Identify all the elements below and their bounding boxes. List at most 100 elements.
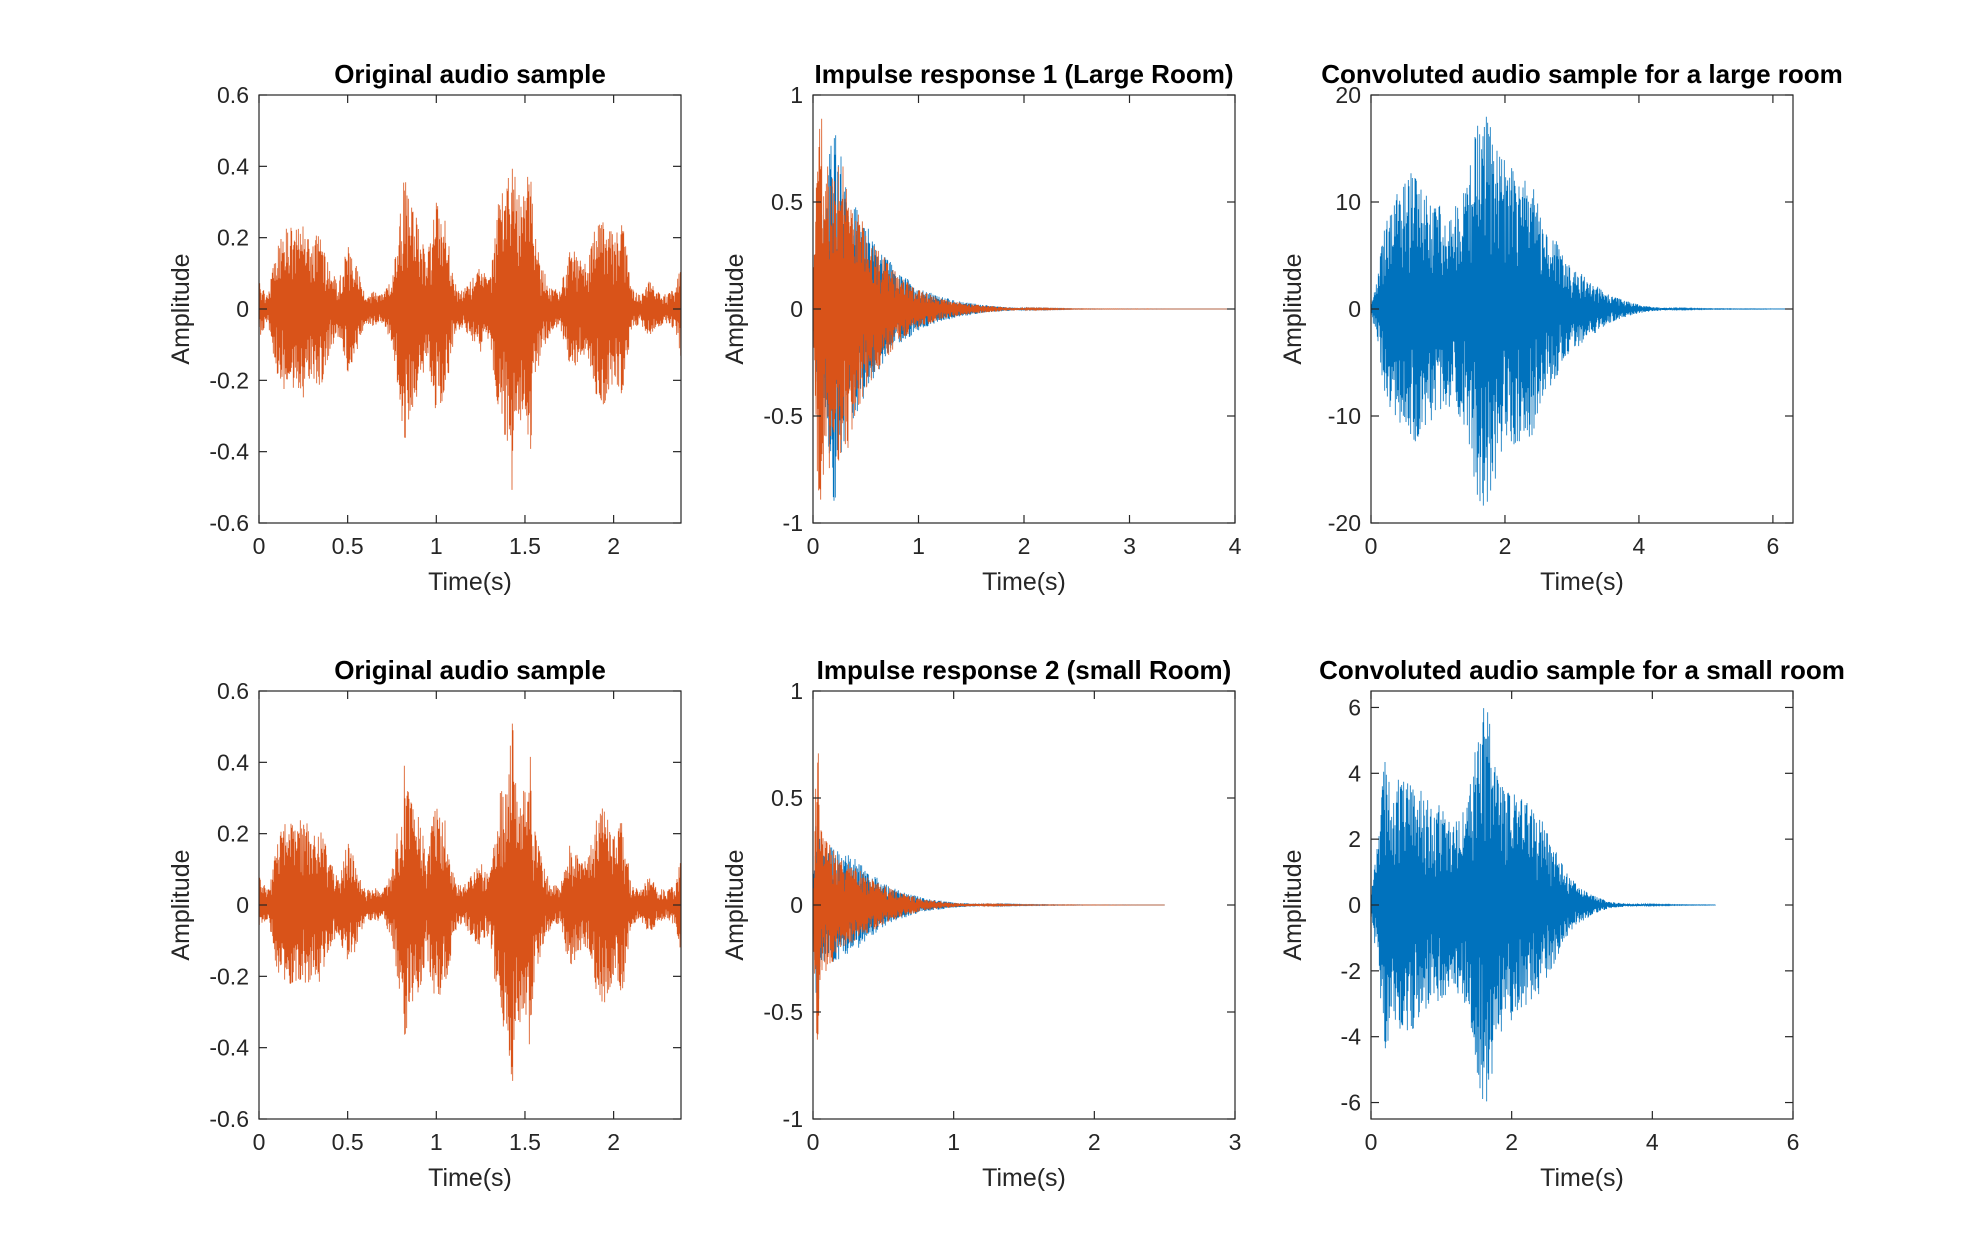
y-tick-label: -6 <box>1341 1090 1361 1116</box>
y-tick-label: 0 <box>790 892 803 918</box>
chart-title: Convoluted audio sample for a large room <box>1321 59 1843 89</box>
y-tick-label: 0.2 <box>217 225 249 251</box>
x-tick-label: 3 <box>1123 533 1136 559</box>
x-tick-label: 0 <box>253 1129 266 1155</box>
chart-title: Impulse response 2 (small Room) <box>817 655 1232 685</box>
plot-area <box>813 753 1165 1040</box>
y-tick-label: 1 <box>790 678 803 704</box>
y-tick-label: 2 <box>1348 826 1361 852</box>
y-tick-label: 0.4 <box>217 749 249 775</box>
y-tick-label: -0.2 <box>209 367 249 393</box>
subplot-1: 0 0.5 1 1.5 2 -0.6 -0.4 -0.2 0 0.2 0.4 0.6 Original … <box>167 59 682 596</box>
y-tick-label: -4 <box>1341 1024 1362 1050</box>
y-tick-label: 0.6 <box>217 678 249 704</box>
x-tick-label: 2 <box>1499 533 1512 559</box>
x-tick-label: 0.5 <box>332 1129 364 1155</box>
x-tick-label: 6 <box>1767 533 1780 559</box>
series-1-waveform <box>259 723 681 1081</box>
y-tick-label: -2 <box>1341 958 1361 984</box>
x-tick-label: 6 <box>1787 1129 1800 1155</box>
y-tick-label: -1 <box>783 510 803 536</box>
series-1-waveform <box>259 168 681 490</box>
y-tick-label: 0 <box>1348 892 1361 918</box>
x-tick-label: 2 <box>1018 533 1031 559</box>
x-axis-label: Time(s) <box>982 1164 1066 1192</box>
x-tick-label: 1 <box>430 1129 443 1155</box>
subplot-5: 0 1 2 3 -1 -0.5 0 0.5 1 Impulse response 2 (small… <box>721 655 1241 1192</box>
chart-title: Original audio sample <box>334 59 606 89</box>
x-tick-label: 0 <box>807 533 820 559</box>
chart-title: Convoluted audio sample for a small room <box>1319 655 1845 685</box>
plot-area <box>259 723 681 1081</box>
x-tick-label: 0 <box>253 533 266 559</box>
series-2-waveform <box>813 118 1230 500</box>
y-tick-label: 0.5 <box>771 189 803 215</box>
series-1-waveform <box>1371 116 1793 506</box>
y-tick-label: 10 <box>1335 189 1361 215</box>
y-tick-label: -0.5 <box>763 403 803 429</box>
x-tick-label: 1 <box>430 533 443 559</box>
series-2-waveform <box>813 753 1165 1040</box>
x-axis-label: Time(s) <box>428 568 512 596</box>
plot-area <box>813 118 1230 501</box>
y-tick-label: -0.6 <box>209 510 249 536</box>
x-tick-label: 1 <box>947 1129 960 1155</box>
y-axis-label: Amplitude <box>721 253 749 364</box>
x-tick-label: 4 <box>1229 533 1242 559</box>
y-tick-label: 0.4 <box>217 153 249 179</box>
chart-title: Impulse response 1 (Large Room) <box>815 59 1234 89</box>
x-tick-label: 4 <box>1646 1129 1659 1155</box>
x-tick-label: 4 <box>1633 533 1646 559</box>
y-tick-label: -0.2 <box>209 963 249 989</box>
y-tick-label: -0.6 <box>209 1106 249 1132</box>
y-tick-label: -10 <box>1328 403 1361 429</box>
y-tick-label: 4 <box>1348 760 1361 786</box>
x-axis-label: Time(s) <box>982 568 1066 596</box>
y-tick-label: -0.5 <box>763 999 803 1025</box>
y-tick-label: -0.4 <box>209 1035 249 1061</box>
x-tick-label: 2 <box>607 533 620 559</box>
subplot-2: 0 1 2 3 4 -1 -0.5 0 0.5 1 Impulse response 1 (Larg… <box>721 59 1242 596</box>
x-axis-label: Time(s) <box>1540 568 1624 596</box>
x-tick-label: 2 <box>1088 1129 1101 1155</box>
subplot-6: 0 2 4 6 -6 -4 -2 0 2 4 6 Convoluted audio sample fo… <box>1279 655 1845 1192</box>
y-axis-label: Amplitude <box>1279 253 1307 364</box>
y-axis-label: Amplitude <box>167 253 195 364</box>
y-tick-label: 0.6 <box>217 82 249 108</box>
x-tick-label: 3 <box>1229 1129 1242 1155</box>
y-tick-label: -0.4 <box>209 439 249 465</box>
x-tick-label: 1 <box>912 533 925 559</box>
x-tick-label: 1.5 <box>509 533 541 559</box>
plot-area <box>259 168 681 490</box>
x-tick-label: 0 <box>1365 1129 1378 1155</box>
y-axis-label: Amplitude <box>167 849 195 960</box>
x-tick-label: 0 <box>1365 533 1378 559</box>
x-tick-label: 2 <box>1505 1129 1518 1155</box>
chart-title: Original audio sample <box>334 655 606 685</box>
y-tick-label: 1 <box>790 82 803 108</box>
plot-area <box>1371 708 1716 1102</box>
y-tick-label: -20 <box>1328 510 1361 536</box>
series-1-waveform <box>1371 708 1716 1102</box>
y-tick-label: 0 <box>236 296 249 322</box>
y-tick-label: 0 <box>236 892 249 918</box>
x-tick-label: 0 <box>807 1129 820 1155</box>
x-axis-label: Time(s) <box>1540 1164 1624 1192</box>
y-tick-label: 0.5 <box>771 785 803 811</box>
y-tick-label: 20 <box>1335 82 1361 108</box>
subplot-4: 0 0.5 1 1.5 2 -0.6 -0.4 -0.2 0 0.2 0.4 0.6 Original … <box>167 655 682 1192</box>
x-tick-label: 0.5 <box>332 533 364 559</box>
y-tick-label: 0 <box>1348 296 1361 322</box>
x-tick-label: 1.5 <box>509 1129 541 1155</box>
y-tick-label: 0.2 <box>217 821 249 847</box>
x-tick-label: 2 <box>607 1129 620 1155</box>
y-axis-label: Amplitude <box>1279 849 1307 960</box>
x-axis-label: Time(s) <box>428 1164 512 1192</box>
y-tick-label: 6 <box>1348 694 1361 720</box>
y-axis-label: Amplitude <box>721 849 749 960</box>
y-tick-label: -1 <box>783 1106 803 1132</box>
plot-area <box>1371 116 1793 506</box>
y-tick-label: 0 <box>790 296 803 322</box>
